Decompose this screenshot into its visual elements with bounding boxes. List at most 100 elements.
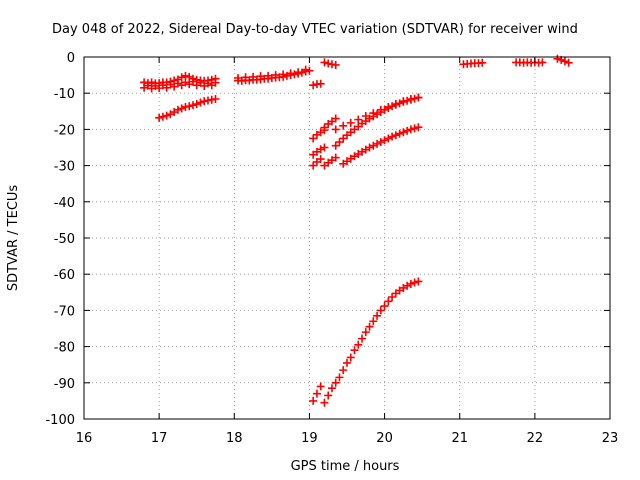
data-points [140,54,573,407]
data-point [155,113,164,122]
series-3 [309,79,325,90]
data-point [384,134,393,143]
data-point [388,132,397,141]
data-point [249,72,258,81]
series-1 [155,94,220,122]
data-point [553,54,562,63]
data-point [234,73,243,82]
data-point [361,328,370,337]
data-point [339,366,348,375]
data-point [376,306,385,315]
data-point [271,71,280,80]
data-point [320,398,329,407]
data-point [354,340,363,349]
y-tick-label: -80 [54,341,75,356]
data-point [331,378,340,387]
data-point [403,96,412,105]
data-point [203,79,212,88]
y-tick-label: -90 [54,377,75,392]
data-point [391,131,400,140]
x-tick-label: 16 [76,431,93,446]
data-point [399,128,408,137]
series-10 [320,153,340,170]
data-point [331,153,340,162]
data-point [350,346,359,355]
axis-ticks: 16 17 18 19 20 21 22 23 0 -10 -20 -30 -40 -50 -60 -70 -8… [45,51,618,446]
data-point [339,121,348,130]
data-point [388,293,397,302]
data-point [414,123,423,132]
series-13 [309,382,325,405]
series-11 [331,93,423,150]
data-point [196,98,205,107]
data-point [406,125,415,134]
data-point [564,58,573,67]
data-point [406,279,415,288]
data-point [414,93,423,102]
data-point [335,138,344,147]
data-point [316,155,325,164]
data-point [151,81,160,90]
data-point [376,138,385,147]
grid-lines [84,57,610,419]
data-point [158,81,167,90]
data-point [162,111,171,120]
data-point [286,69,295,78]
data-point [196,78,205,87]
data-point [369,141,378,150]
data-point [538,58,547,67]
y-tick-label: -20 [54,123,75,138]
data-point [335,373,344,382]
data-point [388,102,397,111]
chart-title: Day 048 of 2022, Sidereal Day-to-day VTE… [52,22,578,37]
data-point [256,72,265,81]
data-point [560,57,569,66]
series-15 [459,58,487,69]
series-17 [553,54,573,67]
data-point [410,124,419,133]
data-point [264,71,273,80]
data-point [177,104,186,113]
x-tick-label: 22 [527,431,544,446]
data-point [327,384,336,393]
data-point [211,78,220,87]
data-point [380,136,389,145]
x-tick-label: 18 [226,431,243,446]
y-tick-label: -10 [54,87,75,102]
x-tick-label: 23 [602,431,619,446]
data-point [384,104,393,113]
data-point [331,125,340,134]
data-point [312,389,321,398]
data-point [192,100,201,109]
series-5 [309,126,329,143]
data-point [185,72,194,81]
x-tick-label: 21 [451,431,468,446]
data-point [346,353,355,362]
data-point [343,358,351,367]
data-point [395,99,404,108]
y-tick-label: -70 [54,304,75,319]
data-point [305,66,314,75]
data-point [320,123,329,132]
data-point [373,311,382,320]
data-point [309,396,318,405]
data-point [185,102,194,111]
data-point [316,145,325,154]
data-point [188,77,197,86]
data-point [309,161,318,170]
series-6 [320,114,340,132]
data-point [158,112,167,121]
data-point [211,94,220,103]
data-point [403,281,412,290]
data-point [316,79,325,88]
x-tick-label: 20 [376,431,393,446]
data-point [365,322,374,331]
data-point [324,391,333,400]
series-12 [339,123,423,168]
data-point [320,143,329,152]
data-point [166,80,175,89]
data-point [143,81,152,90]
data-point [380,105,389,114]
data-point [320,58,329,67]
